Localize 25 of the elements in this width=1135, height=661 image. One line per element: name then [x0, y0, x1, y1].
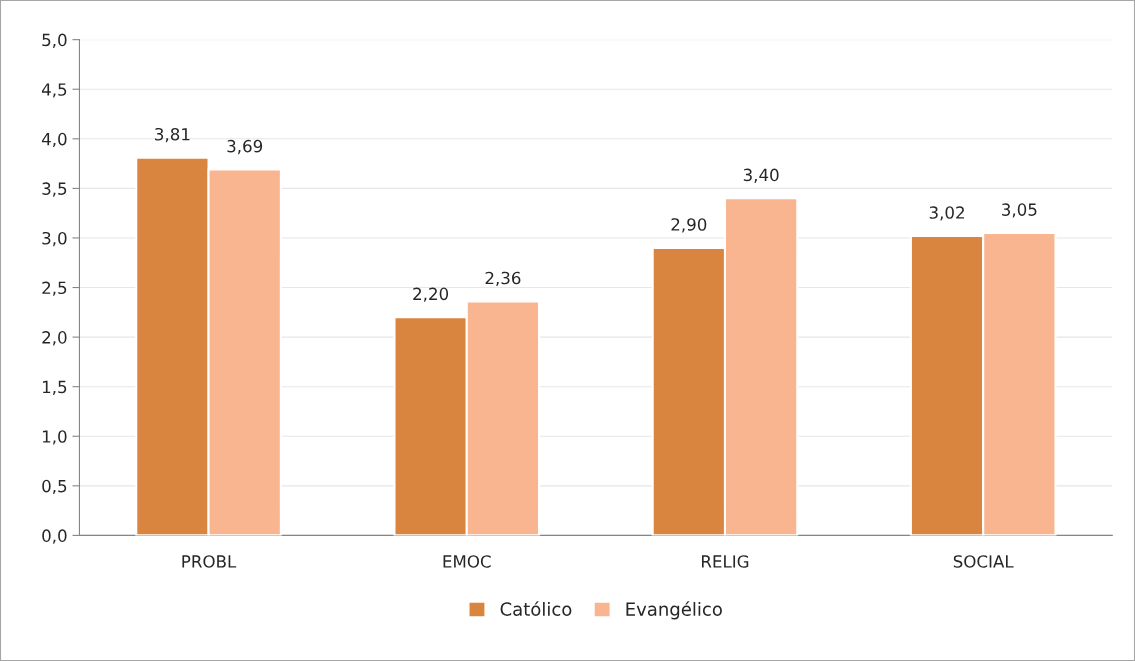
y-tick-label: 0,0 — [42, 529, 67, 544]
x-tick-label: EMOC — [443, 555, 491, 568]
y-tick-label: 5,0 — [42, 33, 67, 48]
y-tick-label: 3,0 — [42, 231, 67, 247]
legend-label: Católico — [500, 601, 572, 616]
y-tick-label: 3,5 — [42, 182, 67, 197]
y-tick-label: 2,5 — [42, 281, 67, 296]
data-label: 3,81 — [155, 127, 190, 143]
y-tick-label: 4,5 — [41, 83, 67, 98]
y-tick-label: 4,0 — [41, 132, 67, 148]
data-label: 2,90 — [671, 218, 707, 233]
y-tick-label: 0,5 — [42, 479, 67, 495]
data-label: 3,69 — [227, 139, 263, 155]
x-tick-label: RELIG — [702, 555, 749, 568]
data-label: 3,02 — [929, 206, 964, 221]
y-tick-label: 2,0 — [42, 331, 67, 346]
y-tick-label: 1,0 — [42, 430, 67, 445]
legend-label: Evangélico — [626, 601, 722, 620]
data-label: 3,05 — [1002, 203, 1037, 218]
data-label: 2,36 — [485, 271, 521, 286]
data-label: 2,20 — [413, 287, 449, 302]
y-tick-label: 1,5 — [42, 380, 67, 395]
x-tick-label: PROBL — [182, 555, 237, 568]
data-label: 3,40 — [743, 168, 779, 183]
x-tick-label: SOCIAL — [953, 555, 1014, 568]
